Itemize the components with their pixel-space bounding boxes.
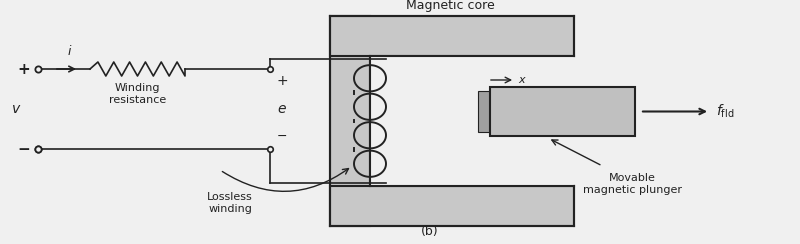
Text: Winding
resistance: Winding resistance [109,83,166,105]
Text: +: + [18,61,30,77]
Bar [330,16,370,226]
Bar [330,186,574,226]
Text: −: − [18,142,30,156]
Bar [330,16,574,56]
Bar [370,56,574,186]
Text: Movable
magnetic plunger: Movable magnetic plunger [583,173,682,195]
Text: v: v [12,102,20,116]
Bar [490,87,635,136]
Text: Lossless
winding: Lossless winding [207,192,253,214]
Text: (b): (b) [421,225,439,238]
Text: Magnetic core: Magnetic core [406,0,494,12]
Text: +: + [276,74,288,88]
Bar [478,91,490,132]
Text: $f_{\rm fld}$: $f_{\rm fld}$ [716,103,734,120]
Text: x: x [518,75,525,85]
Text: −: − [277,130,287,143]
Text: e: e [278,102,286,116]
Text: i: i [67,45,70,58]
